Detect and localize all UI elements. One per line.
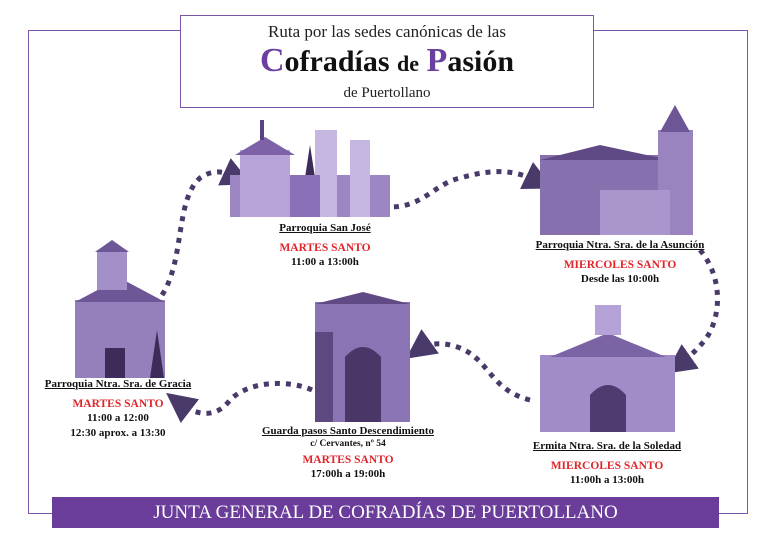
site-day: MIERCOLES SANTO [563, 259, 677, 271]
site-gracia: Parroquia Ntra. Sra. de Gracia MARTES SA… [33, 378, 203, 440]
church-gracia-image [75, 240, 165, 378]
site-san-jose: Parroquia San José MARTES SANTO 11:00 a … [240, 222, 410, 269]
site-day: MIERCOLES SANTO [550, 460, 664, 472]
site-name: Parroquia Ntra. Sra. de Gracia [44, 378, 192, 390]
route-asuncion-to-soledad [665, 248, 720, 374]
route-sanjose-to-asuncion [371, 161, 554, 210]
church-san-jose-image [230, 120, 390, 217]
subtitle-bottom: de Puertollano [343, 85, 431, 101]
route-guarda-to-gracia [166, 380, 314, 424]
site-day: MARTES SANTO [72, 398, 164, 410]
page-title: Cofradías de Pasión [259, 42, 515, 79]
site-soledad: Ermita Ntra. Sra. de la Soledad MIERCOLE… [517, 440, 697, 487]
site-time: 11:00 a 12:00 [87, 412, 149, 424]
subtitle-top: Ruta por las sedes canónicas de las [268, 22, 506, 41]
ermita-soledad-image [540, 305, 675, 432]
site-name: Ermita Ntra. Sra. de la Soledad [532, 440, 682, 452]
title-box: Ruta por las sedes canónicas de las Cofr… [180, 15, 594, 108]
site-time: 11:00 a 13:00h [291, 256, 359, 268]
footer-banner: JUNTA GENERAL DE COFRADÍAS DE PUERTOLLAN… [52, 497, 719, 528]
site-name: Parroquia San José [279, 222, 371, 234]
site-guarda-pasos: Guarda pasos Santo Descendimiento c/ Cer… [248, 425, 448, 481]
site-address: c/ Cervantes, nº 54 [310, 439, 386, 449]
site-time: Desde las 10:00h [580, 273, 660, 285]
route-soledad-to-guarda [405, 329, 531, 403]
site-name: Parroquia Ntra. Sra. de la Asunción [535, 239, 705, 251]
church-asuncion-image [540, 105, 693, 235]
site-day: MARTES SANTO [279, 242, 371, 254]
site-name: Guarda pasos Santo Descendimiento [261, 425, 435, 437]
site-day: MARTES SANTO [302, 454, 394, 466]
site-asuncion: Parroquia Ntra. Sra. de la Asunción MIER… [520, 239, 720, 286]
site-time: 17:00h a 19:00h [310, 468, 386, 480]
site-time: 11:00h a 13:00h [570, 474, 644, 486]
site-time: 12:30 aprox. a 13:30 [70, 427, 166, 439]
guarda-pasos-image [315, 292, 410, 422]
